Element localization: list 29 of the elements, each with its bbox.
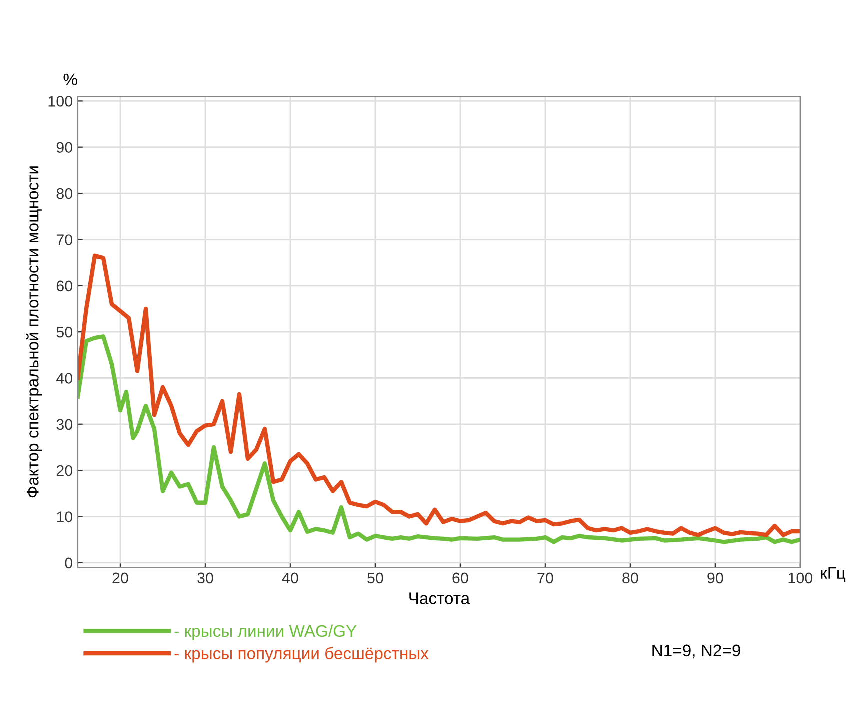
line-series	[78, 254, 800, 538]
y-tick-label: 100	[48, 96, 73, 107]
y-tick-label: 50	[56, 326, 73, 338]
y-tick-label: 60	[56, 280, 73, 292]
x-tick-label: 60	[452, 572, 468, 584]
x-tick-label: 50	[368, 572, 384, 584]
y-tick-label: 0	[65, 558, 73, 569]
y-tick-label: 30	[56, 419, 73, 430]
line-series	[78, 334, 800, 544]
y-tick-label: 40	[56, 373, 73, 384]
y-tick-label: 70	[56, 234, 73, 246]
x-tick-label: 30	[198, 572, 214, 584]
text: - крысы популяции бесшёрстных	[174, 647, 429, 663]
y-tick-label: 80	[56, 188, 73, 200]
x-axis-title: Частота	[410, 592, 470, 604]
x-tick-label: 40	[282, 572, 298, 584]
x-tick-label: 20	[112, 572, 128, 584]
y-tick-label: 90	[56, 142, 73, 154]
y-tick-label: 10	[57, 512, 73, 522]
x-tick-label: 90	[708, 572, 724, 584]
y-tick-label: 20	[56, 465, 73, 476]
x-tick-label: 100	[788, 572, 813, 584]
text: N1=9, N2=9	[652, 644, 740, 659]
x-tick-label: 80	[622, 572, 638, 584]
y-axis-title: Фактор спектральной плотности мощности	[26, 166, 42, 498]
text: кГц	[821, 567, 846, 582]
text: - крысы линии WAG/GY	[174, 624, 357, 640]
x-tick-label: 70	[538, 572, 554, 584]
text: %	[64, 74, 78, 86]
